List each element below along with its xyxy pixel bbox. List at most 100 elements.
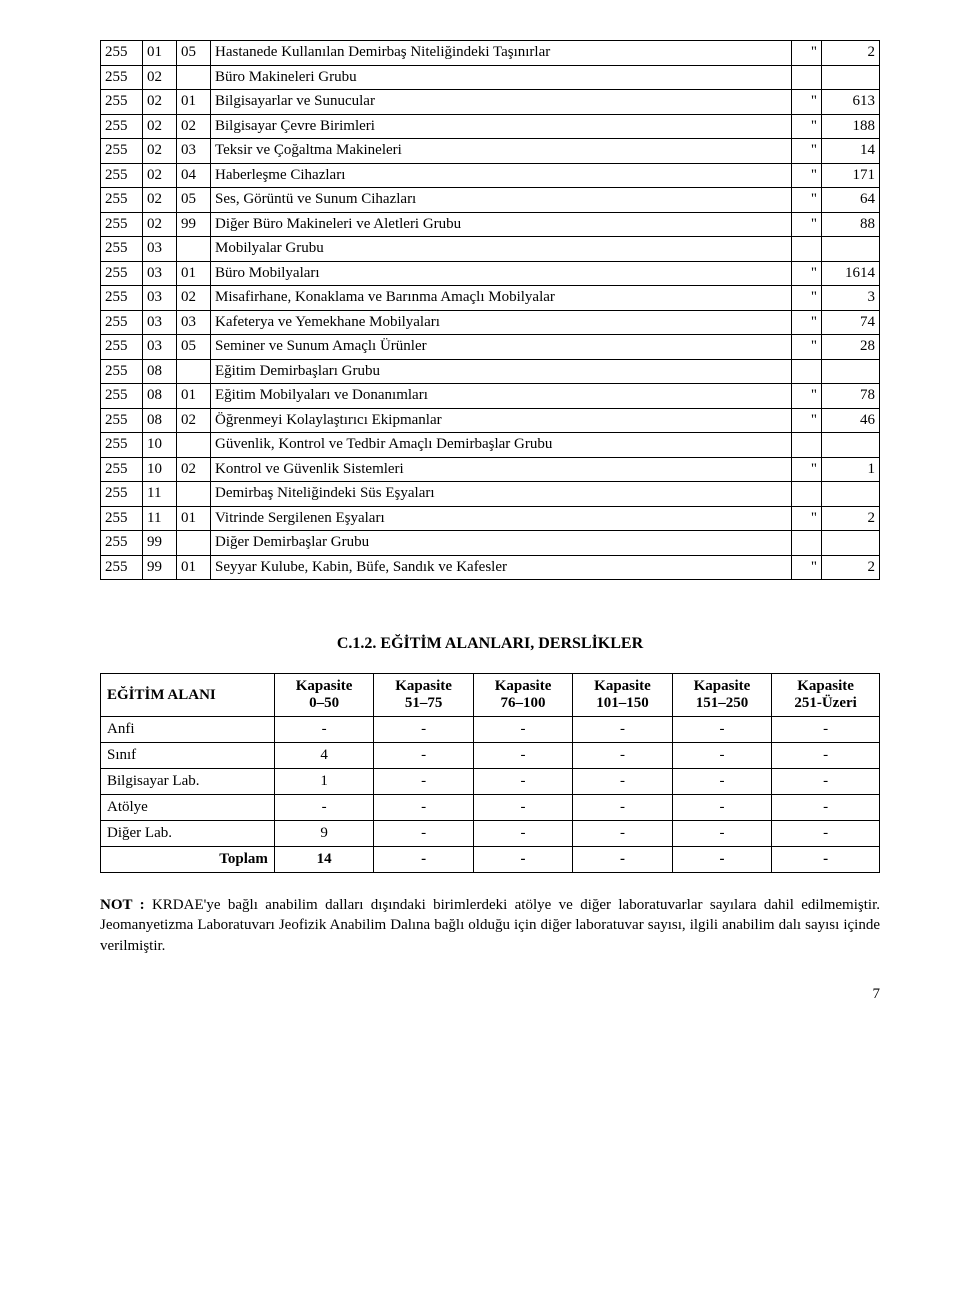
col-header-line: 251-Üzeri <box>778 695 873 712</box>
capacity-cell: - <box>573 743 672 769</box>
ditto-cell <box>792 433 822 458</box>
table-row: 2550301Büro Mobilyaları"1614 <box>101 261 880 286</box>
code-cell <box>177 359 211 384</box>
code-cell: 03 <box>177 310 211 335</box>
code-cell: 11 <box>143 506 177 531</box>
capacity-col-header: Kapasite51–75 <box>374 674 473 717</box>
count-cell: 88 <box>822 212 880 237</box>
capacity-cell: - <box>374 795 473 821</box>
capacity-cell: - <box>772 821 880 847</box>
count-cell <box>822 482 880 507</box>
table-row: 2551002Kontrol ve Güvenlik Sistemleri"1 <box>101 457 880 482</box>
ditto-cell: " <box>792 384 822 409</box>
code-cell: 05 <box>177 41 211 66</box>
capacity-col-header: Kapasite151–250 <box>672 674 771 717</box>
capacity-cell: 1 <box>274 769 373 795</box>
asset-code-table: 2550105Hastanede Kullanılan Demirbaş Nit… <box>100 40 880 580</box>
code-cell: 05 <box>177 188 211 213</box>
ditto-cell: " <box>792 90 822 115</box>
table-row: Atölye------ <box>101 795 880 821</box>
count-cell: 171 <box>822 163 880 188</box>
table-row: Diğer Lab.9----- <box>101 821 880 847</box>
code-cell: 255 <box>101 384 143 409</box>
table-row: 25503Mobilyalar Grubu <box>101 237 880 262</box>
col-header-line: Kapasite <box>281 678 367 695</box>
table-row: 25502Büro Makineleri Grubu <box>101 65 880 90</box>
code-cell: 04 <box>177 163 211 188</box>
code-cell: 255 <box>101 359 143 384</box>
description-cell: Diğer Büro Makineleri ve Aletleri Grubu <box>211 212 792 237</box>
capacity-cell: - <box>573 769 672 795</box>
note-paragraph: NOT : KRDAE'ye bağlı anabilim dalları dı… <box>100 895 880 956</box>
capacity-cell: - <box>473 821 572 847</box>
table-row: 2550303Kafeterya ve Yemekhane Mobilyalar… <box>101 310 880 335</box>
capacity-cell: - <box>473 743 572 769</box>
code-cell: 02 <box>143 188 177 213</box>
table-row: Sınıf4----- <box>101 743 880 769</box>
description-cell: Teksir ve Çoğaltma Makineleri <box>211 139 792 164</box>
count-cell: 613 <box>822 90 880 115</box>
table-row: 2550302Misafirhane, Konaklama ve Barınma… <box>101 286 880 311</box>
description-cell: Kafeterya ve Yemekhane Mobilyaları <box>211 310 792 335</box>
code-cell <box>177 482 211 507</box>
table-row: 25599Diğer Demirbaşlar Grubu <box>101 531 880 556</box>
table-row: 2559901Seyyar Kulube, Kabin, Büfe, Sandı… <box>101 555 880 580</box>
code-cell: 01 <box>177 90 211 115</box>
table-row: 25508Eğitim Demirbaşları Grubu <box>101 359 880 384</box>
code-cell: 255 <box>101 433 143 458</box>
count-cell: 64 <box>822 188 880 213</box>
ditto-cell: " <box>792 188 822 213</box>
code-cell: 10 <box>143 433 177 458</box>
table-row: 2550802Öğrenmeyi Kolaylaştırıcı Ekipmanl… <box>101 408 880 433</box>
capacity-cell: - <box>274 717 373 743</box>
table-row: 2550305Seminer ve Sunum Amaçlı Ürünler"2… <box>101 335 880 360</box>
capacity-cell: - <box>772 795 880 821</box>
capacity-cell: - <box>473 717 572 743</box>
row-label: Anfi <box>101 717 275 743</box>
code-cell: 255 <box>101 114 143 139</box>
capacity-cell: 4 <box>274 743 373 769</box>
section-heading: C.1.2. EĞİTİM ALANLARI, DERSLİKLER <box>100 635 880 653</box>
ditto-cell: " <box>792 310 822 335</box>
code-cell: 255 <box>101 531 143 556</box>
description-cell: Mobilyalar Grubu <box>211 237 792 262</box>
code-cell: 255 <box>101 506 143 531</box>
code-cell: 02 <box>143 114 177 139</box>
capacity-cell: - <box>573 821 672 847</box>
code-cell <box>177 531 211 556</box>
total-label: Toplam <box>101 847 275 873</box>
ditto-cell: " <box>792 555 822 580</box>
ditto-cell: " <box>792 41 822 66</box>
total-cell: - <box>772 847 880 873</box>
description-cell: Eğitim Mobilyaları ve Donanımları <box>211 384 792 409</box>
col-header-line: 0–50 <box>281 695 367 712</box>
code-cell: 01 <box>177 506 211 531</box>
code-cell: 255 <box>101 482 143 507</box>
capacity-cell: - <box>772 717 880 743</box>
code-cell: 01 <box>177 261 211 286</box>
code-cell: 02 <box>143 90 177 115</box>
capacity-cell: - <box>374 821 473 847</box>
count-cell: 78 <box>822 384 880 409</box>
code-cell: 255 <box>101 163 143 188</box>
total-cell: - <box>374 847 473 873</box>
code-cell: 255 <box>101 286 143 311</box>
table-row: 2550801Eğitim Mobilyaları ve Donanımları… <box>101 384 880 409</box>
col-header-line: Kapasite <box>480 678 566 695</box>
table-row: Anfi------ <box>101 717 880 743</box>
code-cell: 02 <box>177 286 211 311</box>
ditto-cell <box>792 482 822 507</box>
count-cell <box>822 433 880 458</box>
col-header-line: Kapasite <box>679 678 765 695</box>
description-cell: Öğrenmeyi Kolaylaştırıcı Ekipmanlar <box>211 408 792 433</box>
description-cell: Büro Mobilyaları <box>211 261 792 286</box>
table-row: 2550299Diğer Büro Makineleri ve Aletleri… <box>101 212 880 237</box>
code-cell: 255 <box>101 41 143 66</box>
ditto-cell: " <box>792 212 822 237</box>
note-text: KRDAE'ye bağlı anabilim dalları dışındak… <box>100 897 880 954</box>
description-cell: Hastanede Kullanılan Demirbaş Niteliğind… <box>211 41 792 66</box>
capacity-cell: - <box>772 743 880 769</box>
description-cell: Ses, Görüntü ve Sunum Cihazları <box>211 188 792 213</box>
capacity-cell: - <box>672 743 771 769</box>
code-cell: 01 <box>177 555 211 580</box>
